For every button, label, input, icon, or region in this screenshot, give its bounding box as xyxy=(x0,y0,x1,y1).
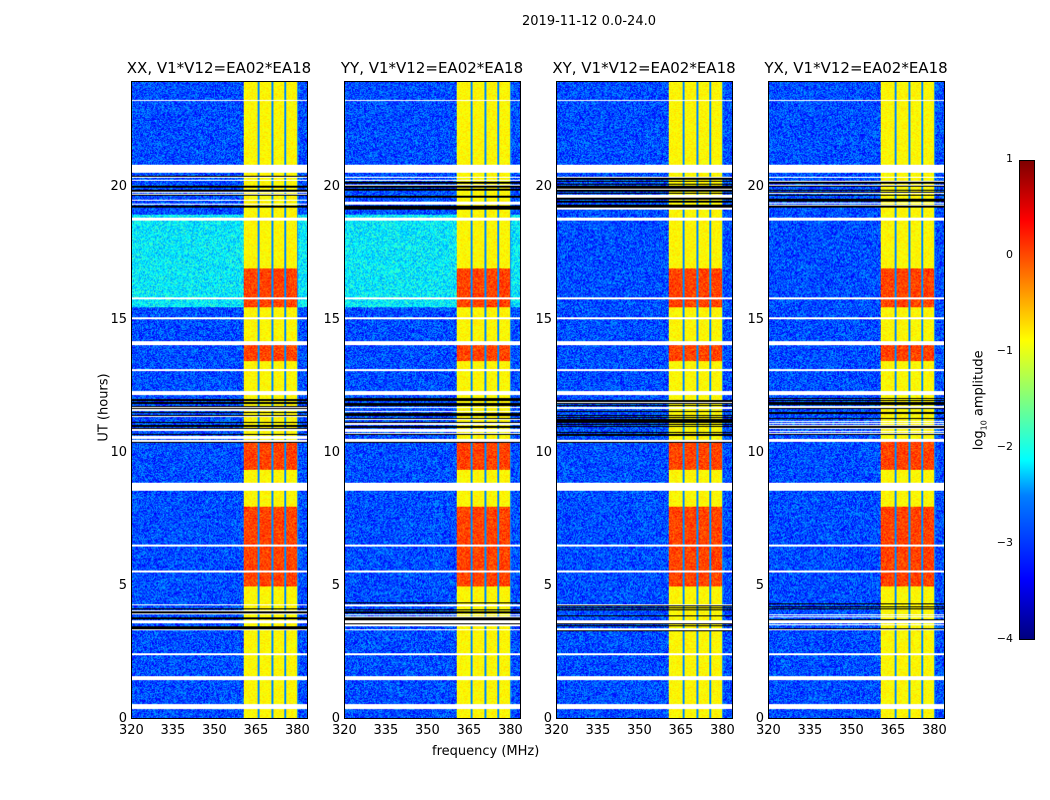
panel-title: YX, V1*V12=EA02*EA18 xyxy=(764,59,948,77)
x-tick-label: 350 xyxy=(414,723,440,738)
panel-title: XX, V1*V12=EA02*EA18 xyxy=(126,59,312,77)
y-tick-label: 15 xyxy=(747,312,764,328)
colorbar-tick-label: −1 xyxy=(996,344,1013,357)
x-tick-label: 350 xyxy=(626,723,652,738)
heatmap-canvas xyxy=(769,82,944,718)
x-tick-label: 335 xyxy=(797,723,823,738)
x-tick-label: 350 xyxy=(201,723,227,738)
y-axis-label: UT (hours) xyxy=(96,373,112,442)
x-tick-label: 350 xyxy=(838,723,864,738)
y-tick-label: 10 xyxy=(110,445,127,461)
y-tick-label: 20 xyxy=(535,179,552,195)
y-tick-label: 20 xyxy=(323,179,340,195)
x-tick-label: 320 xyxy=(119,723,144,738)
x-tick-label: 335 xyxy=(585,723,611,738)
x-tick-label: 380 xyxy=(921,723,947,738)
y-tick-label: 10 xyxy=(747,445,764,461)
heatmap-panel xyxy=(344,81,521,719)
x-tick-label: 365 xyxy=(243,723,269,738)
y-tick-label: 15 xyxy=(323,312,340,328)
x-tick-label: 320 xyxy=(332,723,357,738)
y-tick-label: 15 xyxy=(535,312,552,328)
y-tick-label: 20 xyxy=(110,179,127,195)
panel-title: XY, V1*V12=EA02*EA18 xyxy=(552,59,736,77)
y-tick-label: 0 xyxy=(331,711,340,726)
x-tick-label: 365 xyxy=(456,723,482,738)
colorbar-tick-label: −2 xyxy=(996,440,1013,453)
x-tick-label: 320 xyxy=(756,723,781,738)
colorbar-tick-label: 0 xyxy=(1006,248,1013,261)
y-tick-label: 5 xyxy=(543,578,552,594)
heatmap-canvas xyxy=(557,82,732,718)
colorbar-tick-label: −4 xyxy=(996,632,1013,645)
colorbar xyxy=(1019,160,1035,640)
colorbar-tick-label: −3 xyxy=(996,536,1013,549)
heatmap-canvas xyxy=(345,82,520,718)
y-tick-label: 20 xyxy=(747,179,764,195)
y-tick-label: 5 xyxy=(331,578,340,594)
x-tick-label: 380 xyxy=(497,723,523,738)
x-tick-label: 380 xyxy=(284,723,310,738)
panel-title: YY, V1*V12=EA02*EA18 xyxy=(340,59,524,77)
y-tick-label: 10 xyxy=(535,445,552,461)
y-tick-label: 5 xyxy=(118,578,127,594)
heatmap-panel xyxy=(556,81,733,719)
figure-title: 2019-11-12 0.0-24.0 xyxy=(522,14,656,29)
heatmap-panel xyxy=(768,81,945,719)
y-tick-label: 0 xyxy=(118,711,127,726)
y-tick-label: 15 xyxy=(110,312,127,328)
colorbar-label: log10 amplitude xyxy=(971,350,989,451)
y-tick-label: 10 xyxy=(323,445,340,461)
y-tick-label: 0 xyxy=(755,711,764,726)
x-tick-label: 365 xyxy=(668,723,694,738)
x-tick-label: 335 xyxy=(160,723,186,738)
x-tick-label: 365 xyxy=(880,723,906,738)
x-tick-label: 380 xyxy=(709,723,735,738)
y-tick-label: 0 xyxy=(543,711,552,726)
x-axis-label: frequency (MHz) xyxy=(432,744,540,759)
y-tick-label: 5 xyxy=(755,578,764,594)
x-tick-label: 335 xyxy=(373,723,399,738)
x-tick-label: 320 xyxy=(544,723,569,738)
colorbar-tick-label: 1 xyxy=(1006,152,1013,165)
heatmap-panel xyxy=(131,81,308,719)
heatmap-canvas xyxy=(132,82,307,718)
